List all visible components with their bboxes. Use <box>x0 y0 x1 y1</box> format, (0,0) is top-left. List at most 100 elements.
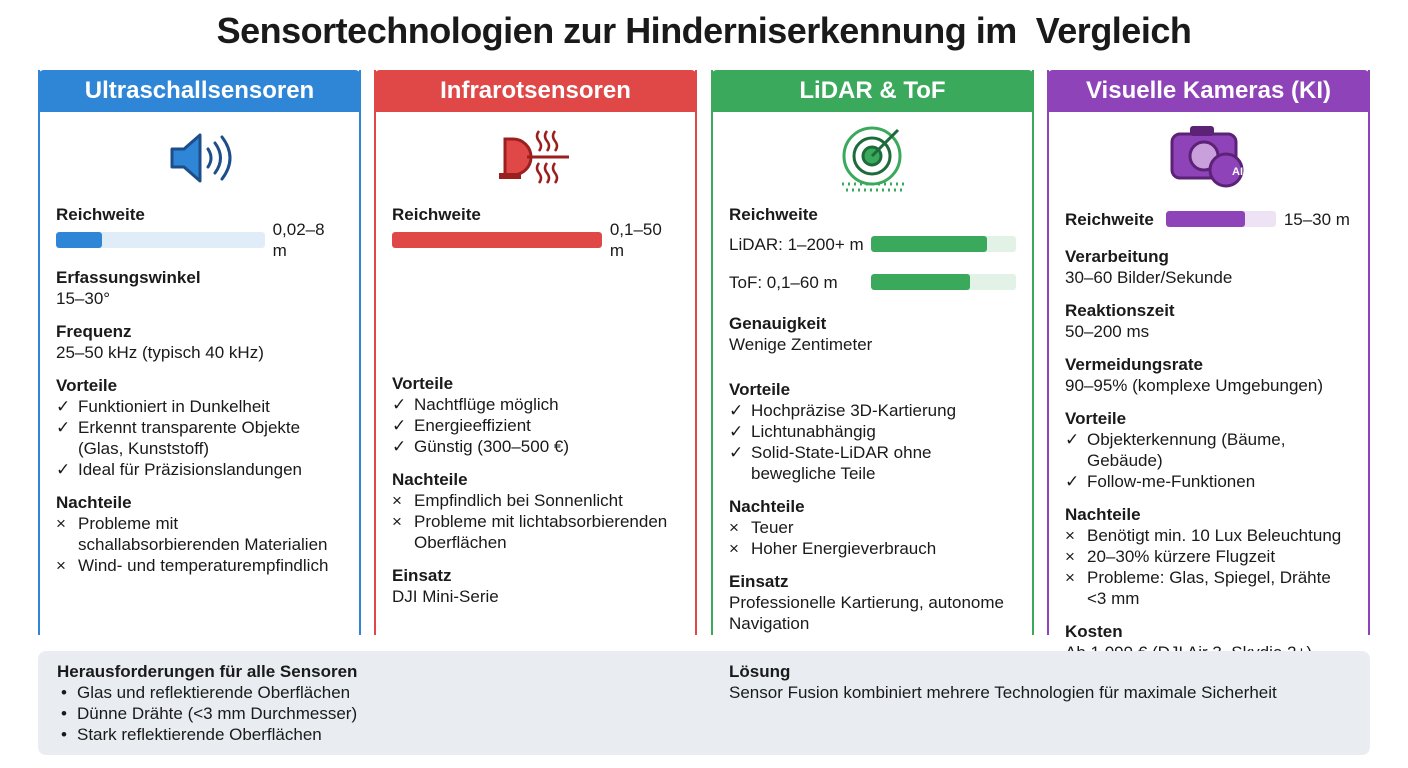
column-header: Ultraschallsensoren <box>38 70 361 112</box>
list-item: ✓ Follow-me-Funktionen <box>1065 471 1352 492</box>
list-item: × Empfindlich bei Sonnenlicht <box>392 490 679 511</box>
list-text: Follow-me-Funktionen <box>1087 472 1256 491</box>
challenge-item: • Glas und reflektierende Oberflächen <box>57 682 357 703</box>
list-text: Objekterkennung (Bäume, Gebäude) <box>1087 430 1286 470</box>
icon-graphic <box>1170 126 1243 188</box>
range-value: LiDAR: 1–200+ m <box>729 234 864 254</box>
list-item: ✓ Erkennt transparente Objekte (Glas, Kun… <box>56 417 343 459</box>
section: Verarbeitung 30–60 Bilder/Sekunde <box>1065 246 1352 288</box>
column-header: Infrarotsensoren <box>374 70 697 112</box>
range-bar <box>871 274 1016 290</box>
section-heading: Nachteile <box>392 470 468 489</box>
column-header: Visuelle Kameras (KI) <box>1047 70 1370 112</box>
list-item: ✓ Solid-State-LiDAR ohne bewegliche Teile <box>729 442 1016 484</box>
footer: Herausforderungen für alle Sensoren • Gla… <box>38 651 1370 755</box>
section-heading: Reichweite <box>1065 209 1154 229</box>
solution-heading: Lösung <box>729 662 791 681</box>
section-heading: Vorteile <box>392 374 454 393</box>
list-marker: × <box>729 518 739 537</box>
icon-graphic <box>498 130 569 184</box>
range-fill <box>871 274 970 290</box>
list-item: × 20–30% kürzere Flugzeit <box>1065 546 1352 567</box>
bullet: • <box>61 704 67 723</box>
section-heading: Reichweite <box>729 205 818 224</box>
list-item: × Hoher Energieverbrauch <box>729 538 1016 559</box>
list-item: ✓ Lichtunabhängig <box>729 421 1016 442</box>
list-text: Funktioniert in Dunkelheit <box>78 397 270 416</box>
list-marker: ✓ <box>729 443 744 462</box>
range-value: 0,02–8 m <box>272 220 325 260</box>
list-item: × Probleme mit schallabsorbierenden Mater… <box>56 513 343 555</box>
sensor-column: Infrarotsensoren Reichweite 0,1–50 m Vortei… <box>374 70 697 635</box>
list-text: Benötigt min. 10 Lux Beleuchtung <box>1087 526 1342 545</box>
list-item: × Probleme: Glas, Spiegel, Drähte <3 mm <box>1065 567 1352 609</box>
list-text: Erkennt transparente Objekte (Glas, Kuns… <box>78 418 301 458</box>
challenge-text: Stark reflektierende Oberflächen <box>77 725 322 744</box>
section: Vorteile ✓ Funktioniert in Dunkelheit ✓ Erke… <box>56 375 343 480</box>
section: Reichweite 0,1–50 m <box>392 204 679 260</box>
icon: AI <box>1049 112 1368 204</box>
section-heading: Vorteile <box>729 380 791 399</box>
section: Vorteile ✓ Objekterkennung (Bäume, Gebäude… <box>1065 408 1352 492</box>
list-text: Teuer <box>751 518 794 537</box>
section-heading: Reichweite <box>392 205 481 224</box>
range-fill <box>1165 211 1245 227</box>
title: Sensortechnologien zur Hinderniserkennun… <box>216 10 1192 51</box>
section-heading: Vorteile <box>1065 409 1127 428</box>
section: Einsatz DJI Mini-Serie <box>392 565 679 607</box>
list-text: Probleme mit lichtabsorbierenden Oberflä… <box>414 512 668 552</box>
range-value: ToF: 0,1–60 m <box>729 272 838 292</box>
challenges: Herausforderungen für alle Sensoren • Gla… <box>57 661 357 745</box>
section-heading: Einsatz <box>729 572 789 591</box>
section-text: 30–60 Bilder/Sekunde <box>1065 268 1233 287</box>
section-heading: Kosten <box>1065 622 1123 641</box>
section-heading: Einsatz <box>392 566 452 585</box>
range-fill <box>392 232 602 248</box>
icon <box>40 112 359 204</box>
list-marker: ✓ <box>392 437 407 456</box>
range-bar <box>392 232 602 248</box>
column-body: Reichweite 15–30 m Verarbeitung 30–60 Bilde… <box>1049 204 1368 663</box>
sensor-column: Ultraschallsensoren Reichweite 0,02–8 m Erf… <box>38 70 361 635</box>
range-row: Reichweite 15–30 m <box>1065 204 1352 234</box>
list-marker: ✓ <box>56 418 71 437</box>
section: Reaktionszeit 50–200 ms <box>1065 300 1352 342</box>
column-body: Reichweite 0,1–50 m Vorteile ✓ Nachtflüge mö… <box>376 204 695 607</box>
list-marker: ✓ <box>392 395 407 414</box>
solution: Lösung Sensor Fusion kombiniert mehrere … <box>729 661 1277 703</box>
column-body: Reichweite 0,02–8 m Erfassungswinkel 15–30°… <box>40 204 359 576</box>
list-text: 20–30% kürzere Flugzeit <box>1087 547 1276 566</box>
list-item: ✓ Energieeffizient <box>392 415 679 436</box>
challenge-item: • Dünne Drähte (<3 mm Durchmesser) <box>57 703 357 724</box>
range-row: 0,02–8 m <box>56 220 343 260</box>
range-row: ToF: 0,1–60 m <box>729 263 1016 301</box>
section-heading: Nachteile <box>56 493 132 512</box>
list-text: Probleme: Glas, Spiegel, Drähte <3 mm <box>1087 568 1331 608</box>
section: Einsatz Professionelle Kartierung, autono… <box>729 571 1016 634</box>
list-marker: ✓ <box>1065 430 1080 449</box>
list-item: ✓ Hochpräzise 3D-Kartierung <box>729 400 1016 421</box>
bullet: • <box>61 725 67 744</box>
challenges-list: • Glas und reflektierende Oberflächen • Dün… <box>57 682 357 745</box>
section-text: DJI Mini-Serie <box>392 587 499 606</box>
section-heading: Nachteile <box>1065 505 1141 524</box>
icon-label: AI <box>1232 166 1243 178</box>
range-row: LiDAR: 1–200+ m <box>729 225 1016 263</box>
section: Nachteile × Probleme mit schallabsorbieren… <box>56 492 343 576</box>
column-header: LiDAR & ToF <box>711 70 1034 112</box>
column-body: Reichweite LiDAR: 1–200+ m ToF: 0,1–60 m Ge… <box>713 204 1032 634</box>
section: Nachteile × Teuer × Hoher Energieverbrauch <box>729 496 1016 559</box>
range-row: 0,1–50 m <box>392 220 679 260</box>
section: Reichweite LiDAR: 1–200+ m ToF: 0,1–60 m <box>729 204 1016 301</box>
list-marker: ✓ <box>392 416 407 435</box>
section-heading: Nachteile <box>729 497 805 516</box>
list-text: Solid-State-LiDAR ohne bewegliche Teile <box>751 443 932 483</box>
section-heading: Frequenz <box>56 322 132 341</box>
section: Nachteile × Empfindlich bei Sonnenlicht × Pr… <box>392 469 679 553</box>
section: Nachteile × Benötigt min. 10 Lux Beleuchtu… <box>1065 504 1352 609</box>
section-heading: Erfassungswinkel <box>56 268 201 287</box>
sensor-column: LiDAR & ToF Reichweite LiDAR: 1–200+ m ToF:… <box>711 70 1034 635</box>
sensor-column: Visuelle Kameras (KI) AI Reichweite 15–30 m… <box>1047 70 1370 662</box>
icon <box>376 112 695 204</box>
list-text: Hoher Energieverbrauch <box>751 539 937 558</box>
